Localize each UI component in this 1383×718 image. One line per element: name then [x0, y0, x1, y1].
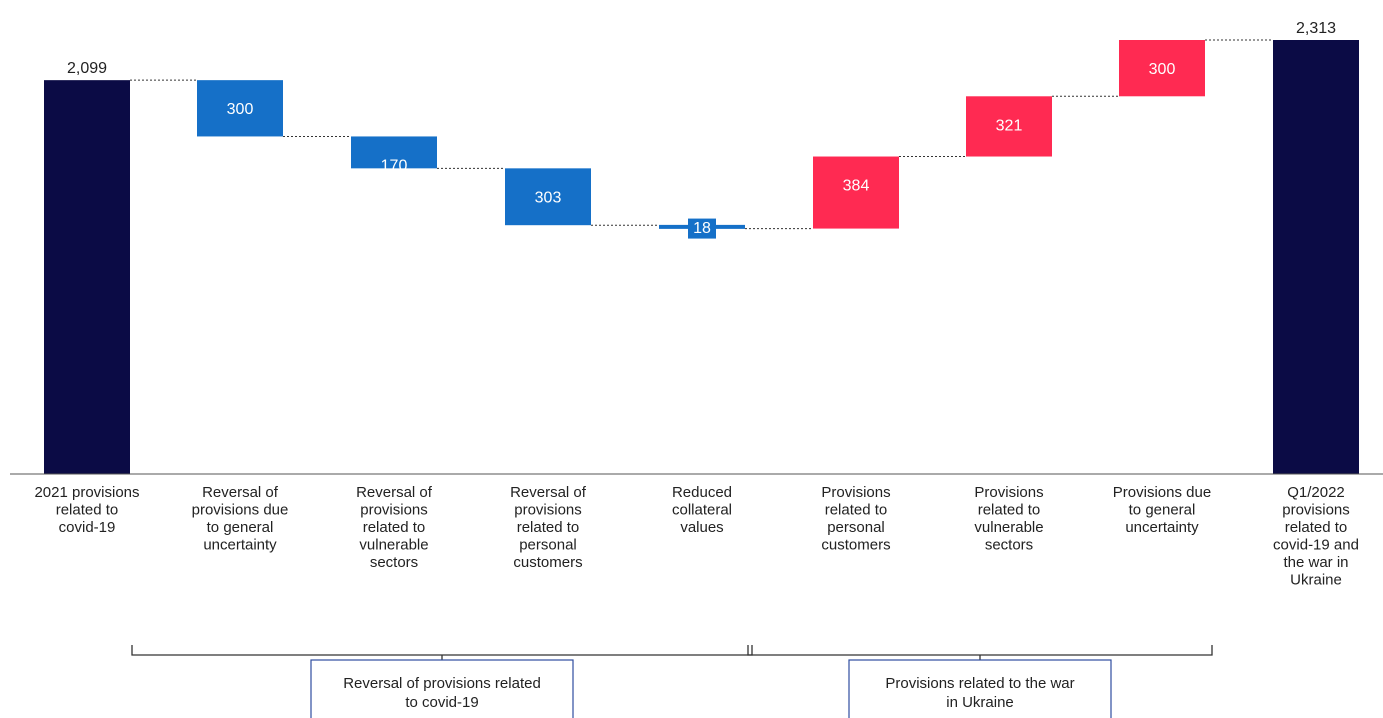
value-label-2: 300	[227, 101, 254, 118]
category-label-8: Provisions due to general uncertainty	[1113, 484, 1211, 536]
category-label-1: 2021 provisions related to covid-19	[34, 484, 139, 536]
category-label-5: Reduced collateral values	[672, 484, 732, 536]
group-label-2: Provisions related to the war in Ukraine	[885, 675, 1074, 711]
group-box-2	[848, 659, 1112, 718]
bar-3	[351, 136, 437, 169]
category-label-3: Reversal of provisions related to vulnerabl…	[356, 484, 433, 571]
value-label-backdrop	[688, 218, 716, 239]
group-label-1: Reversal of provisions related to covid-1…	[343, 675, 541, 711]
group-bracket-2	[747, 645, 1213, 660]
bar-1	[44, 80, 130, 474]
category-label-2: Reversal of provisions due to general uncer…	[192, 484, 289, 554]
bar-4	[505, 168, 591, 226]
category-label-9: Q1/2022 provisions related to covid-19 and t…	[1273, 484, 1359, 589]
value-label-9: 2,313	[1296, 20, 1336, 37]
category-label-7: Provisions related to vulnerable sectors	[974, 484, 1043, 554]
value-label-1: 2,099	[67, 60, 107, 77]
category-label-4: Reversal of provisions related to personal c…	[510, 484, 587, 571]
bar-6	[813, 156, 899, 229]
value-label-3: 170	[381, 157, 408, 174]
value-label-4: 303	[535, 189, 562, 206]
value-label-8: 300	[1149, 61, 1176, 78]
group-box-1	[310, 659, 574, 718]
bar-7	[966, 96, 1052, 157]
category-label-6: Provisions related to personal customers	[821, 484, 890, 554]
bar-2	[197, 80, 283, 137]
value-label-5: 18	[693, 220, 711, 237]
bar-9	[1273, 40, 1359, 474]
bar-8	[1119, 40, 1205, 97]
value-label-7: 321	[996, 117, 1023, 134]
group-bracket-1	[131, 645, 753, 660]
value-label-6: 384	[843, 178, 870, 195]
